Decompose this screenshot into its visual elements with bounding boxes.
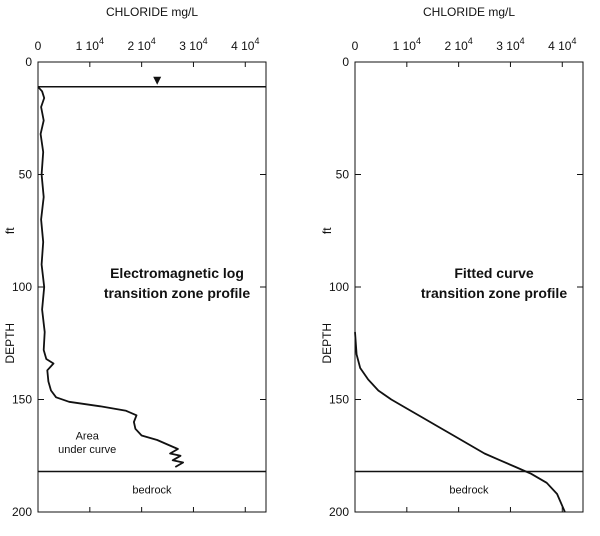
left-x-tick-label: 4 104 xyxy=(231,36,259,53)
right-y-tick-label: 100 xyxy=(329,280,349,294)
left-annotation-title-line2: transition zone profile xyxy=(104,285,250,301)
right-x-tick-label: 3 104 xyxy=(496,36,524,53)
left-x-tick-label: 3 104 xyxy=(179,36,207,53)
left-annotation-bedrock: bedrock xyxy=(132,485,172,497)
right-x-tick-label: 2 104 xyxy=(444,36,472,53)
left-y-tick-label: 50 xyxy=(19,168,33,182)
right-x-tick-label: 0 xyxy=(352,39,359,53)
left-annotation-area-line1: Area xyxy=(76,431,100,443)
right-annotation-title-line1: Fitted curve xyxy=(454,265,534,281)
right-x-tick-base: 0 xyxy=(352,39,359,53)
left-x-tick-exponent: 4 xyxy=(99,36,104,46)
left-x-tick-base: 0 xyxy=(35,39,42,53)
right-x-tick-base: 1 10 xyxy=(393,39,417,53)
left-panel-electromagnetic-log: CHLORIDE mg/L0 1 104 2 104 3 104 4 104050100… xyxy=(3,5,267,519)
right-x-tick-base: 3 10 xyxy=(496,39,520,53)
left-x-tick-base: 3 10 xyxy=(179,39,203,53)
right-x-tick-base: 2 10 xyxy=(444,39,468,53)
left-x-tick-label: 2 104 xyxy=(127,36,155,53)
right-y-tick-label: 200 xyxy=(329,505,349,519)
left-water-table-marker xyxy=(153,76,162,85)
right-chloride-profile-line xyxy=(354,331,566,513)
right-annotation-bedrock: bedrock xyxy=(449,485,489,497)
left-x-tick-label: 1 104 xyxy=(76,36,104,53)
left-x-tick-exponent: 4 xyxy=(203,36,208,46)
left-annotation-area-line2: under curve xyxy=(58,444,116,456)
left-chloride-profile-line xyxy=(37,86,184,468)
right-x-tick-base: 4 10 xyxy=(548,39,572,53)
left-y-tick-label: 200 xyxy=(12,505,32,519)
right-y-axis-unit: ft xyxy=(320,227,334,234)
right-x-axis-title: CHLORIDE mg/L xyxy=(423,5,515,19)
right-annotation-title-line2: transition zone profile xyxy=(421,285,567,301)
left-x-tick-label: 0 xyxy=(35,39,42,53)
right-y-tick-label: 0 xyxy=(342,55,349,69)
left-y-axis-unit: ft xyxy=(3,227,17,234)
left-x-tick-base: 2 10 xyxy=(127,39,151,53)
right-x-tick-exponent: 4 xyxy=(468,36,473,46)
left-x-tick-base: 4 10 xyxy=(231,39,255,53)
left-x-tick-exponent: 4 xyxy=(151,36,156,46)
left-x-tick-exponent: 4 xyxy=(254,36,259,46)
left-x-axis-title: CHLORIDE mg/L xyxy=(106,5,198,19)
right-x-tick-exponent: 4 xyxy=(416,36,421,46)
right-y-tick-label: 150 xyxy=(329,393,349,407)
left-y-tick-label: 100 xyxy=(12,280,32,294)
right-x-tick-label: 4 104 xyxy=(548,36,576,53)
right-panel-fitted-curve: CHLORIDE mg/L0 1 104 2 104 3 104 4 104050100… xyxy=(320,5,584,519)
right-y-axis-title: DEPTH xyxy=(320,323,334,364)
right-y-tick-label: 50 xyxy=(336,168,350,182)
left-y-tick-label: 0 xyxy=(25,55,32,69)
right-x-tick-exponent: 4 xyxy=(571,36,576,46)
left-x-tick-base: 1 10 xyxy=(76,39,100,53)
right-x-tick-label: 1 104 xyxy=(393,36,421,53)
left-y-tick-label: 150 xyxy=(12,393,32,407)
left-y-axis-title: DEPTH xyxy=(3,323,17,364)
right-x-tick-exponent: 4 xyxy=(520,36,525,46)
left-annotation-title-line1: Electromagnetic log xyxy=(110,265,244,281)
